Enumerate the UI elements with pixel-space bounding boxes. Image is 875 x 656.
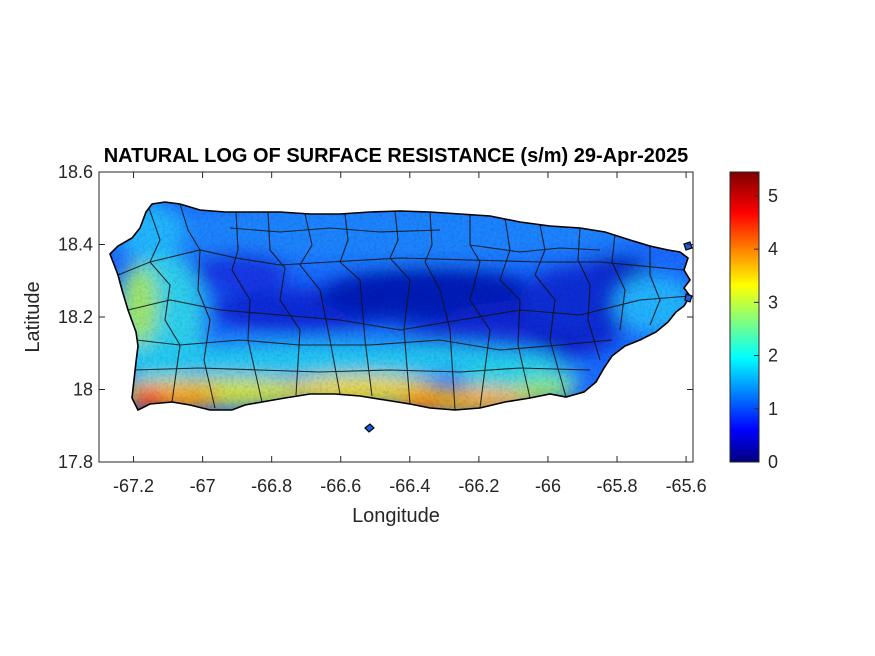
- colorbar-tick-label: 5: [768, 186, 778, 206]
- x-tick-label: -65.8: [597, 476, 638, 496]
- x-tick-label: -66: [535, 476, 561, 496]
- y-tick-label: 18.6: [58, 162, 93, 182]
- x-tick-label: -65.6: [666, 476, 707, 496]
- colorbar: [729, 171, 760, 463]
- x-axis-ticks: -67.2 -67 -66.8 -66.6 -66.4 -66.2 -66 -65.8 -65.…: [113, 172, 707, 496]
- x-tick-label: -66.4: [389, 476, 430, 496]
- colorbar-ticks: 0 1 2 3 4 5: [754, 186, 778, 472]
- colorbar-tick-label: 1: [768, 399, 778, 419]
- y-tick-label: 17.8: [58, 452, 93, 472]
- x-tick-label: -66.2: [458, 476, 499, 496]
- chart-title: NATURAL LOG OF SURFACE RESISTANCE (s/m) …: [104, 145, 689, 167]
- y-axis-label: Latitude: [22, 281, 44, 352]
- x-tick-label: -67: [190, 476, 216, 496]
- x-axis-label: Longitude: [352, 505, 440, 527]
- municipality-boundaries: [117, 203, 690, 410]
- surface-resistance-field: [110, 202, 690, 410]
- x-tick-label: -66.8: [251, 476, 292, 496]
- y-axis-ticks: 17.8 18 18.2 18.4 18.6: [58, 162, 693, 472]
- y-tick-label: 18: [73, 380, 93, 400]
- colorbar-tick-label: 0: [768, 452, 778, 472]
- y-tick-label: 18.4: [58, 235, 93, 255]
- x-tick-label: -66.6: [320, 476, 361, 496]
- colorbar-tick-label: 3: [768, 292, 778, 312]
- colorbar-tick-label: 4: [768, 239, 778, 259]
- colorbar-tick-label: 2: [768, 346, 778, 366]
- y-tick-label: 18.2: [58, 307, 93, 327]
- x-tick-label: -67.2: [113, 476, 154, 496]
